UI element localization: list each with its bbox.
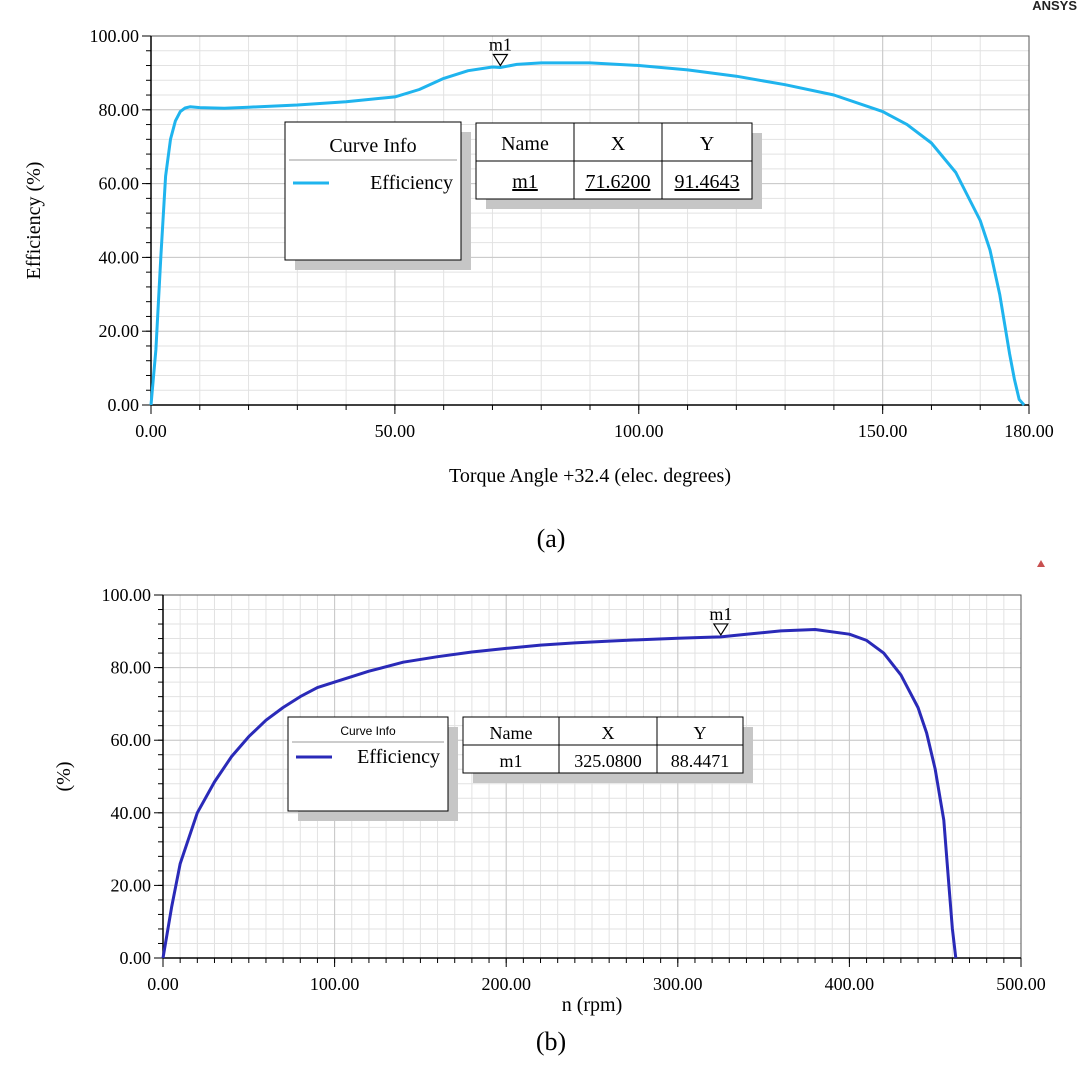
series-line-efficiency [149, 61, 1026, 406]
marker-table-cell: m1 [499, 751, 522, 771]
marker-table-header: X [602, 723, 615, 743]
x-tick-label: 500.00 [996, 974, 1046, 994]
corner-triangle-icon [1037, 560, 1045, 567]
x-tick-label: 200.00 [481, 974, 531, 994]
y-tick-label: 60.00 [99, 174, 140, 194]
marker-table-cell: 91.4643 [675, 171, 740, 193]
marker-table-cell: m1 [512, 171, 538, 193]
chart-b: 0.00 100.00 200.00 300.00 400.00 500.00 0.00 20… [53, 585, 1046, 1056]
y-axis-label: Efficiency (%) [23, 162, 45, 280]
x-tick-label: 0.00 [135, 421, 167, 441]
y-axis-label: (%) [53, 762, 75, 792]
marker-table-cell: 325.0800 [574, 751, 642, 771]
figure-caption: (b) [536, 1027, 566, 1056]
marker-table-header: Name [501, 133, 549, 155]
marker-m1-label: m1 [709, 604, 732, 624]
x-tick-label: 400.00 [825, 974, 875, 994]
y-tick-label: 100.00 [90, 26, 140, 46]
x-tick-label: 50.00 [375, 421, 416, 441]
x-tick-label: 180.00 [1004, 421, 1054, 441]
legend-entry-efficiency: Efficiency [370, 172, 453, 194]
legend-box [287, 716, 449, 812]
marker-table-header: X [611, 133, 626, 155]
marker-table-header: Y [700, 133, 714, 155]
x-axis-label: Torque Angle +32.4 (elec. degrees) [449, 465, 731, 487]
x-tick-label: 150.00 [858, 421, 908, 441]
legend-entry-efficiency: Efficiency [357, 746, 440, 768]
legend-title: Curve Info [329, 135, 416, 157]
legend-box [284, 121, 462, 261]
y-tick-label: 0.00 [108, 395, 140, 415]
x-tick-label: 100.00 [310, 974, 360, 994]
marker-table-header: Y [694, 723, 707, 743]
marker-table-header: Name [490, 723, 533, 743]
marker-m1-triangle [712, 623, 729, 637]
y-tick-label: 80.00 [99, 100, 140, 120]
y-tick-label: 40.00 [99, 247, 140, 267]
x-tick-label: 0.00 [147, 974, 179, 994]
y-tick-label: 20.00 [99, 321, 140, 341]
x-tick-label: 300.00 [653, 974, 703, 994]
legend-title: Curve Info [340, 724, 396, 738]
x-tick-label: 100.00 [614, 421, 664, 441]
chart-a: 0.00 50.00 100.00 150.00 180.00 0.00 20.00 40.0… [23, 26, 1054, 553]
marker-table-cell: 71.6200 [586, 171, 651, 193]
y-tick-label: 40.00 [111, 803, 152, 823]
y-tick-label: 80.00 [111, 658, 152, 678]
y-tick-label: 100.00 [102, 585, 152, 605]
marker-m1-triangle [492, 53, 509, 67]
y-tick-label: 60.00 [111, 730, 152, 750]
figure-caption: (a) [537, 524, 566, 553]
series-line-efficiency [161, 628, 958, 959]
x-axis-label: n (rpm) [562, 994, 623, 1016]
brand-label: ANSYS [1032, 0, 1077, 13]
marker-m1-label: m1 [489, 34, 512, 54]
y-tick-label: 0.00 [120, 948, 152, 968]
y-tick-label: 20.00 [111, 875, 152, 895]
marker-table-cell: 88.4471 [671, 751, 730, 771]
